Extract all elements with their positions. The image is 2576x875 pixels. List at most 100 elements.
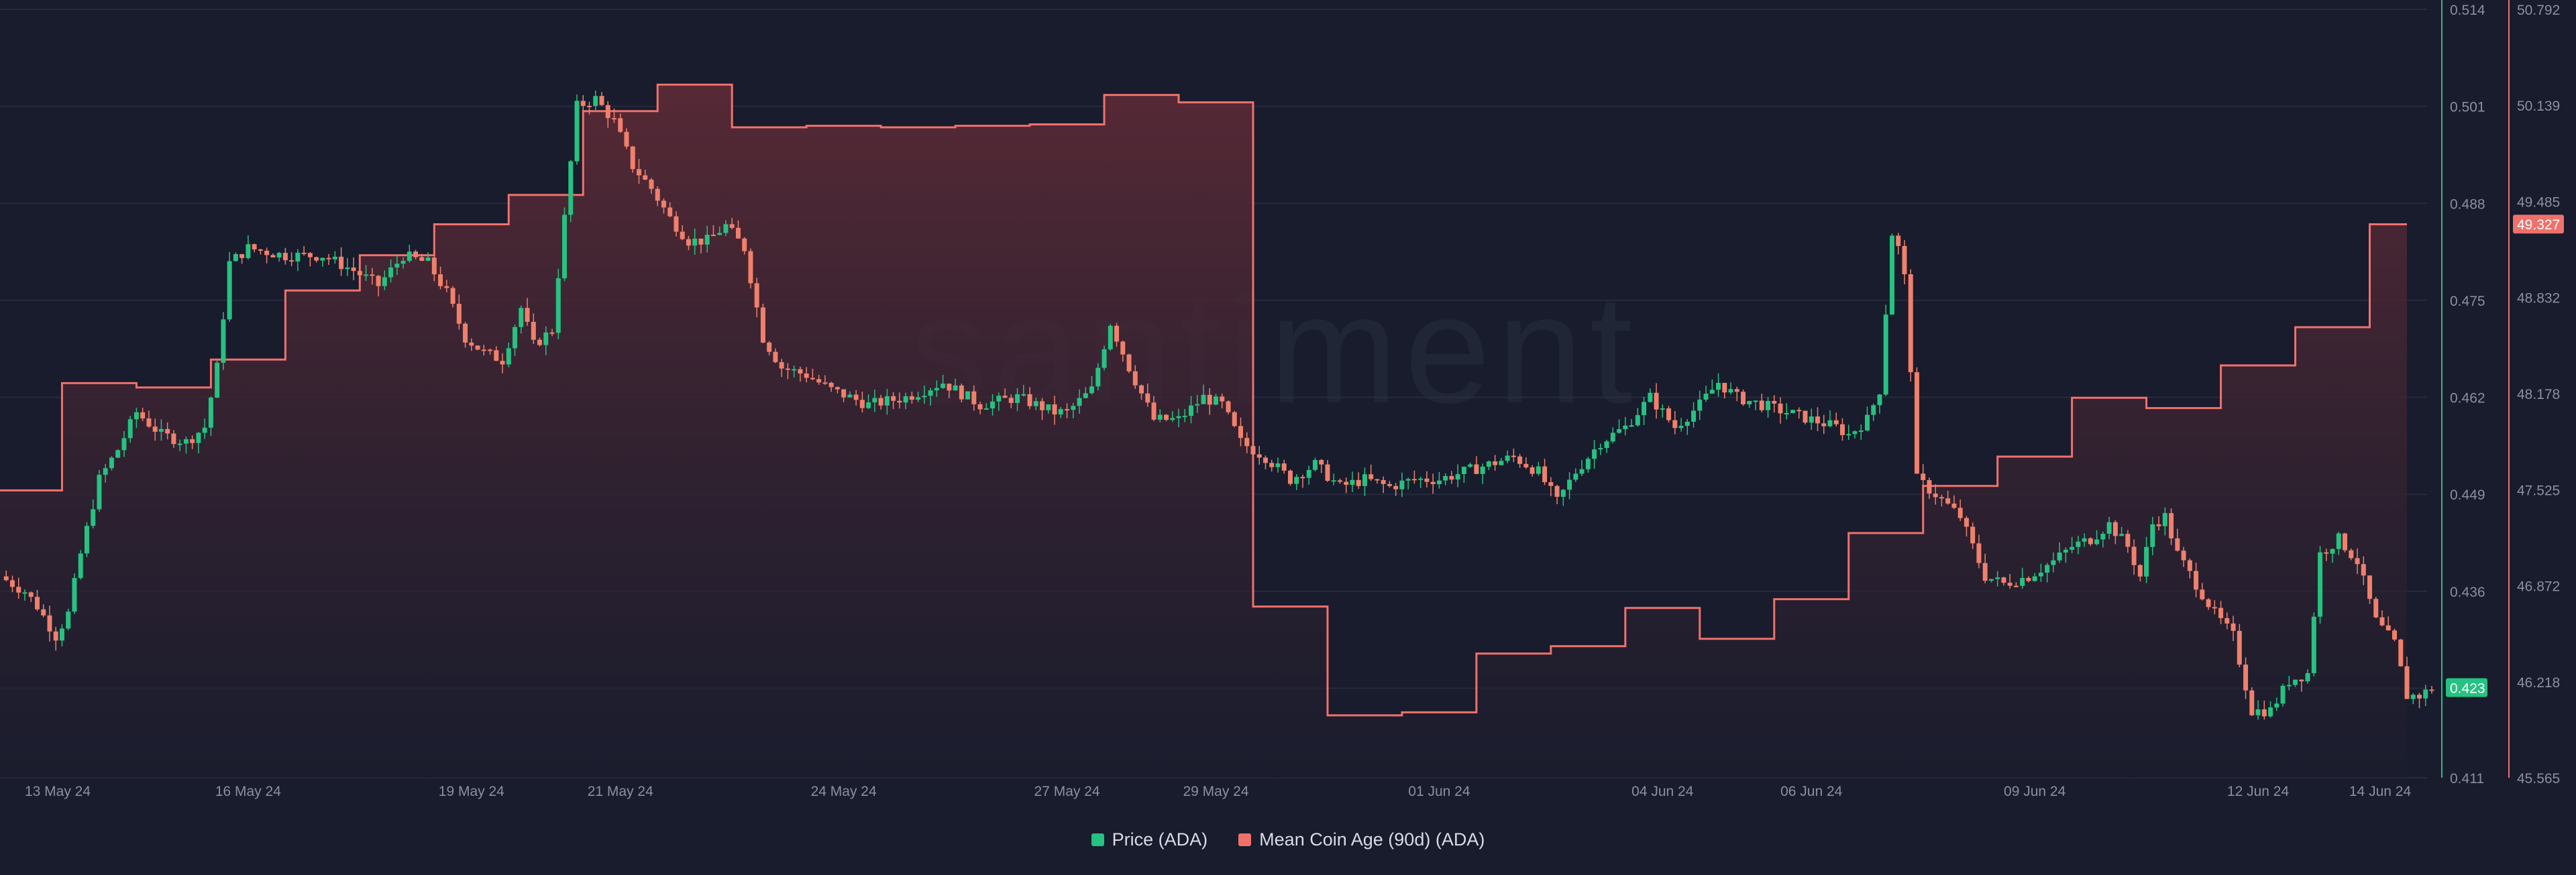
candle-body: [2125, 534, 2131, 547]
candle-body: [2076, 541, 2081, 547]
candle-body: [215, 363, 220, 398]
x-tick-label: 16 May 24: [215, 784, 281, 799]
candle-body: [2249, 690, 2255, 715]
candle-body: [605, 105, 610, 119]
legend-item-price[interactable]: Price (ADA): [1091, 829, 1208, 850]
candle-body: [301, 252, 307, 254]
candle-body: [463, 323, 468, 343]
candle-body: [816, 379, 822, 383]
candle-body: [345, 267, 350, 270]
candle-body: [593, 96, 598, 106]
candle-body: [872, 398, 877, 403]
candle-body: [66, 611, 71, 629]
candle-body: [2373, 599, 2379, 618]
candle-body: [1238, 426, 1243, 439]
coin-age-tick-label: 48.832: [2517, 291, 2560, 306]
candle-body: [1083, 393, 1088, 398]
candle-body: [2429, 689, 2434, 691]
x-tick-label: 29 May 24: [1183, 784, 1248, 799]
candle-body: [158, 428, 164, 432]
candle-body: [798, 369, 803, 374]
legend-label-price: Price (ADA): [1112, 829, 1208, 850]
candle-body: [2051, 560, 2056, 565]
candle-body: [1344, 481, 1349, 485]
candle-body: [866, 402, 871, 408]
candle-body: [977, 404, 983, 410]
candle-body: [661, 200, 666, 208]
coin-age-last-value-badge: [2513, 215, 2564, 234]
candle-body: [2218, 607, 2224, 618]
candle-body: [1139, 385, 1144, 394]
candle-body: [1734, 389, 1739, 392]
candle-body: [2001, 577, 2006, 583]
candle-body: [59, 628, 64, 641]
candle-body: [941, 384, 946, 388]
candle-body: [394, 264, 400, 268]
candle-body: [246, 244, 251, 258]
candle-body: [282, 253, 288, 261]
candle-body: [1839, 424, 1845, 435]
candle-body: [1846, 434, 1851, 436]
x-tick-label: 04 Jun 24: [1631, 784, 1694, 799]
candle-body: [1728, 389, 1733, 393]
candle-body: [2013, 585, 2019, 587]
candle-body: [1089, 386, 1095, 394]
candle-body: [1033, 401, 1038, 406]
candle-body: [1654, 392, 1659, 410]
candle-body: [983, 408, 989, 410]
candle-body: [165, 428, 170, 434]
legend-item-coin-age[interactable]: Mean Coin Age (90d) (ADA): [1238, 829, 1485, 850]
coin-age-tick-label: 45.565: [2517, 771, 2560, 786]
candle-body: [2305, 673, 2310, 682]
candle-body: [754, 283, 759, 308]
candle-body: [928, 390, 933, 396]
candle-body: [1108, 325, 1113, 349]
candle-body: [2385, 625, 2391, 631]
candle-body: [555, 278, 561, 333]
candle-body: [1666, 408, 1672, 420]
candle-body: [475, 345, 480, 350]
candle-body: [1889, 235, 1894, 315]
candle-body: [1040, 401, 1045, 410]
candle-body: [2181, 550, 2186, 561]
candle-body: [1095, 367, 1101, 387]
candle-body: [1486, 461, 1491, 467]
price-last-value-badge: [2446, 678, 2487, 697]
candle-body: [1052, 404, 1057, 415]
candle-body: [494, 350, 499, 361]
candle-body: [1356, 479, 1361, 486]
coin-age-swatch: [1238, 833, 1252, 846]
candle-body: [53, 631, 58, 641]
candle-body: [773, 351, 778, 363]
candle-body: [388, 267, 394, 278]
candle-body: [1195, 404, 1200, 406]
candle-body: [407, 251, 412, 261]
candle-body: [1536, 466, 1541, 474]
candle-body: [208, 398, 213, 428]
candle-body: [1499, 461, 1504, 465]
candle-body: [233, 253, 238, 261]
candle-body: [1858, 430, 1864, 432]
x-tick-label: 27 May 24: [1034, 784, 1100, 799]
candle-body: [1610, 432, 1615, 442]
candle-body: [84, 526, 89, 554]
candle-body: [1449, 475, 1454, 480]
candle-body: [835, 387, 840, 390]
coin-age-tick-label: 46.218: [2517, 675, 2560, 691]
candle-body: [710, 235, 716, 237]
candle-body: [587, 105, 592, 107]
candle-body: [742, 238, 747, 251]
candle-body: [847, 394, 853, 398]
candle-body: [785, 368, 790, 370]
candle-body: [1424, 478, 1430, 482]
candle-body: [1275, 463, 1281, 467]
candle-body: [72, 578, 77, 612]
candle-body: [264, 250, 270, 255]
candle-body: [767, 342, 772, 352]
coin-age-area-fill: [0, 84, 2407, 778]
candle-body: [568, 161, 574, 215]
candle-body: [295, 252, 301, 261]
candle-body: [506, 348, 511, 365]
candle-body: [1778, 403, 1783, 414]
